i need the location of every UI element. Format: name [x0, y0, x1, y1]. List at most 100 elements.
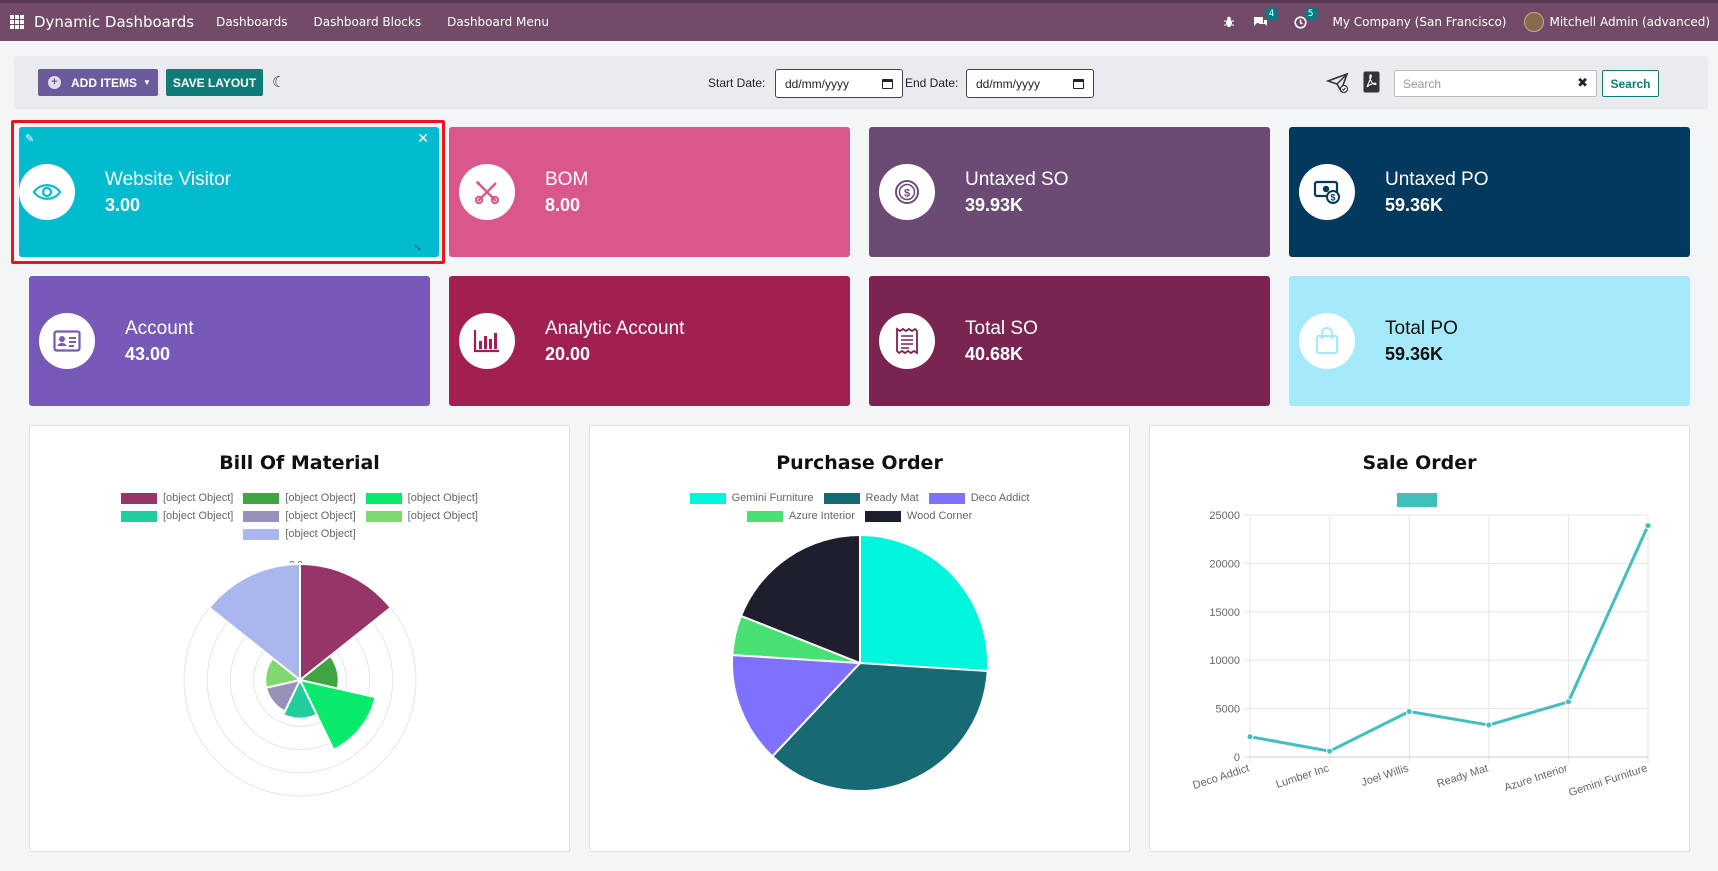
end-date-value: dd/mm/yyyy — [976, 76, 1041, 91]
send-paper-plane-icon[interactable] — [1325, 72, 1350, 99]
user-menu[interactable]: Mitchell Admin (advanced) — [1524, 12, 1710, 32]
dark-mode-moon-icon[interactable]: ☾ — [272, 74, 286, 91]
legend-swatch — [243, 510, 280, 522]
legend-swatch — [864, 510, 901, 522]
y-tick-label: 5000 — [1216, 704, 1240, 716]
eye-icon — [19, 164, 75, 220]
menu-item-dashboards[interactable]: Dashboards — [216, 15, 288, 29]
legend-label: Azure Interior — [788, 510, 855, 522]
company-switcher[interactable]: My Company (San Francisco) — [1332, 15, 1507, 29]
legend-label: [object Object] — [285, 528, 356, 540]
messages-icon[interactable]: 4 — [1253, 7, 1278, 29]
tile-value: 59.36K — [1385, 343, 1444, 364]
legend-item[interactable]: [object Object] — [243, 528, 356, 540]
tile-name: Total PO — [1385, 317, 1458, 339]
legend-swatch — [365, 492, 402, 504]
menu-item-dashboard-blocks[interactable]: Dashboard Blocks — [313, 15, 422, 29]
tile-total-po[interactable]: Total PO 59.36K — [1289, 276, 1690, 406]
debug-bug-icon[interactable] — [1223, 16, 1235, 28]
x-tick-label: Joel Willis — [1360, 762, 1411, 789]
menu-item-dashboard-menu[interactable]: Dashboard Menu — [447, 15, 549, 29]
add-items-label: ADD ITEMS — [71, 75, 137, 90]
chart-title: Purchase Order — [776, 452, 943, 474]
calendar-icon[interactable] — [882, 78, 893, 89]
legend-swatch — [823, 492, 860, 504]
pdf-file-icon[interactable] — [1363, 71, 1380, 98]
purchase-order-pie-chart — [731, 533, 989, 792]
legend-item[interactable]: Deco Addict — [928, 492, 1029, 504]
legend-swatch — [121, 492, 157, 504]
polar-segment — [207, 562, 301, 683]
tools-icon — [459, 164, 515, 220]
legend-item[interactable]: [object Object] — [365, 492, 478, 504]
polar-segment — [297, 654, 340, 690]
legend-item[interactable]: Wood Corner — [864, 510, 973, 522]
purchase-order-chart-card: Purchase Order Gemini Furniture Ready Mat… — [589, 425, 1130, 852]
pie-slice — [859, 533, 989, 673]
tile-name: Untaxed PO — [1385, 168, 1489, 190]
app-brand[interactable]: Dynamic Dashboards — [34, 13, 195, 31]
sale-order-line-chart: 0 5000 10000 15000 20000 25000 Deco Addict Lumb… — [1191, 493, 1652, 799]
main-menu: Dashboards Dashboard Blocks Dashboard Me… — [216, 15, 549, 29]
tile-analytic-account[interactable]: Analytic Account 20.00 — [449, 276, 850, 406]
legend-label: [object Object] — [407, 492, 478, 504]
legend-label: Gemini Furniture — [731, 492, 814, 504]
data-point — [1246, 733, 1254, 741]
polar-segment — [264, 656, 303, 689]
legend-item[interactable]: Ready Mat — [823, 492, 919, 504]
search-input[interactable]: Search ✖ — [1394, 70, 1597, 97]
user-name: Mitchell Admin (advanced) — [1549, 15, 1710, 29]
activities-badge: 5 — [1304, 7, 1317, 20]
data-point — [1405, 708, 1413, 716]
tile-name: BOM — [545, 168, 589, 190]
tile-account[interactable]: Account 43.00 — [29, 276, 430, 406]
search-button[interactable]: Search — [1602, 70, 1659, 97]
bom-chart-card: Bill Of Material [object Object] [object … — [29, 425, 570, 852]
navbar-systray: 4 5 My Company (San Francisco) Mitchell … — [1223, 7, 1710, 32]
start-date-input[interactable]: dd/mm/yyyy — [775, 69, 903, 98]
legend-item[interactable]: [object Object] — [365, 510, 478, 522]
chart-title: Sale Order — [1362, 452, 1477, 474]
pie-slice — [739, 533, 861, 665]
tile-total-so[interactable]: Total SO 40.68K — [869, 276, 1270, 406]
calendar-icon[interactable] — [1073, 78, 1084, 89]
chart-legend: Gemini Furniture Ready Mat Deco Addict Azur… — [590, 492, 1129, 528]
tile-website-visitor[interactable]: ✎ ✕ ↔ Website Visitor 3.00 — [19, 127, 439, 257]
legend-item[interactable]: Azure Interior — [746, 510, 855, 522]
legend-item[interactable]: [object Object] — [121, 510, 233, 522]
tile-untaxed-po[interactable]: $ Untaxed PO 59.36K — [1289, 127, 1690, 257]
polar-grid-ring — [253, 633, 347, 727]
series-line — [1249, 525, 1650, 753]
clear-search-icon[interactable]: ✖ — [1577, 75, 1588, 90]
apps-menu-icon[interactable] — [10, 15, 24, 29]
tile-untaxed-so[interactable]: $ Untaxed SO 39.93K — [869, 127, 1270, 257]
polar-segment — [299, 562, 393, 683]
legend-label: [object Object] — [285, 492, 356, 504]
edit-pencil-icon[interactable]: ✎ — [25, 133, 35, 145]
x-tick-label: Deco Addict — [1191, 762, 1251, 792]
legend-swatch — [1397, 493, 1437, 507]
tile-bom[interactable]: BOM 8.00 — [449, 127, 850, 257]
close-icon[interactable]: ✕ — [417, 130, 429, 146]
data-point — [1326, 747, 1334, 755]
data-point — [1564, 698, 1572, 706]
add-items-button[interactable]: + ADD ITEMS ▼ — [38, 69, 158, 96]
dollar-coin-icon: $ — [879, 164, 935, 220]
pie-slice — [731, 614, 861, 664]
money-bill-icon: $ — [1299, 164, 1355, 220]
legend-label: Wood Corner — [906, 510, 973, 522]
id-card-icon — [39, 313, 95, 369]
y-tick-label: 10000 — [1209, 655, 1240, 667]
legend-item[interactable]: [object Object] — [121, 492, 233, 504]
pie-slice — [770, 661, 989, 792]
legend-swatch — [928, 492, 965, 504]
legend-item[interactable]: [object Object] — [243, 510, 356, 522]
y-tick-label: 15000 — [1209, 607, 1240, 619]
save-layout-button[interactable]: SAVE LAYOUT — [166, 69, 263, 96]
end-date-input[interactable]: dd/mm/yyyy — [966, 69, 1094, 98]
tile-value: 20.00 — [545, 343, 591, 364]
legend-item[interactable]: Gemini Furniture — [689, 492, 814, 504]
legend-item[interactable]: [object Object] — [243, 492, 356, 504]
bar-chart-icon — [459, 313, 515, 369]
activities-clock-icon[interactable]: 5 — [1293, 7, 1317, 29]
